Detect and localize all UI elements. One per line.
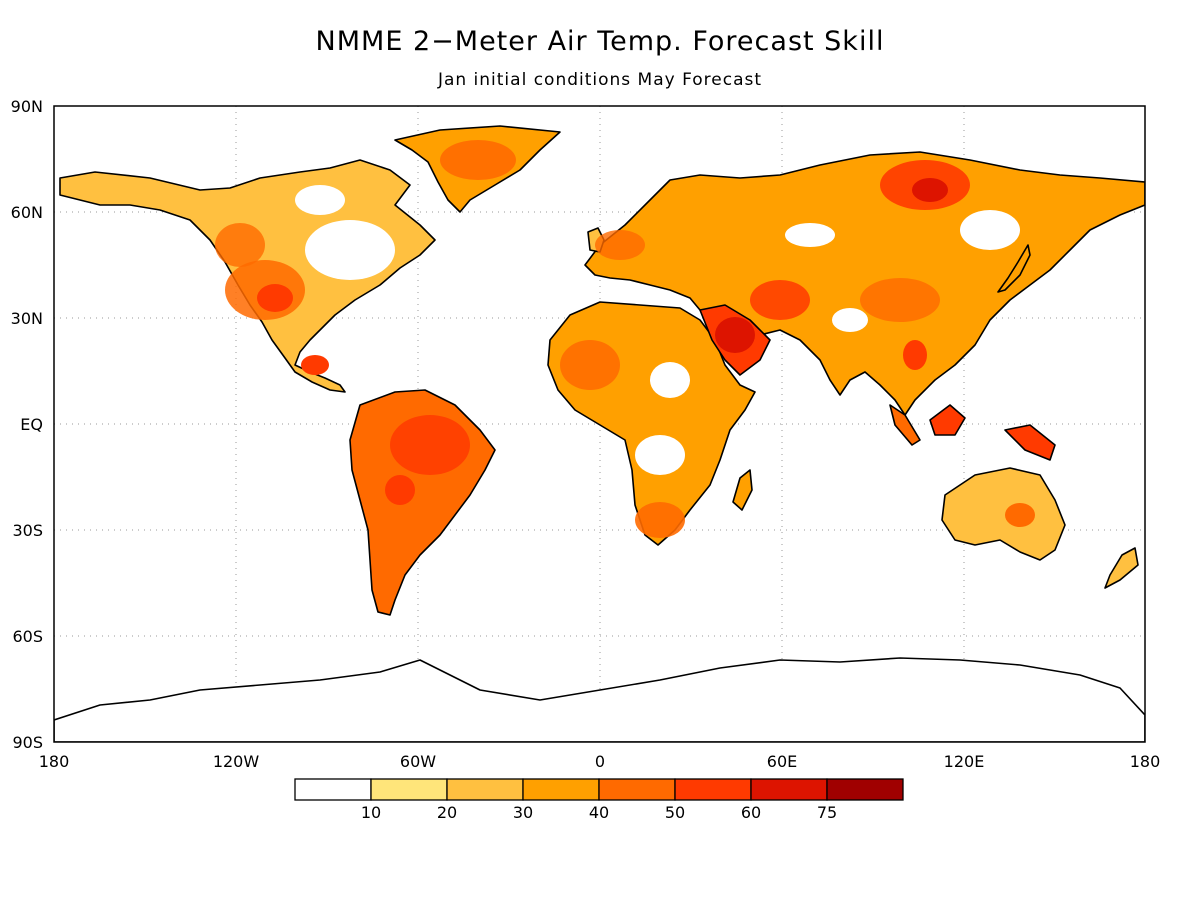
lon-label: 120W bbox=[213, 752, 260, 771]
lon-label: 180 bbox=[39, 752, 70, 771]
lat-label: EQ bbox=[20, 415, 43, 434]
legend-swatch bbox=[598, 778, 676, 801]
legend-label: 30 bbox=[513, 803, 533, 822]
borneo bbox=[929, 404, 966, 436]
legend-label: 40 bbox=[589, 803, 609, 822]
madagascar bbox=[732, 469, 753, 511]
color-legend: 10 20 30 40 50 60 75 bbox=[294, 778, 904, 822]
legend-label: 50 bbox=[665, 803, 685, 822]
legend-swatch bbox=[294, 778, 372, 801]
latitude-labels: 90N 60N 30N EQ 30S 60S 90S bbox=[11, 97, 43, 752]
lon-label: 0 bbox=[595, 752, 605, 771]
lat-label: 90N bbox=[11, 97, 43, 116]
legend-label: 75 bbox=[817, 803, 837, 822]
lat-label: 90S bbox=[12, 733, 43, 752]
antarctica bbox=[54, 657, 1145, 742]
map-title: NMME 2−Meter Air Temp. Forecast Skill bbox=[315, 26, 885, 57]
lat-label: 60S bbox=[12, 627, 43, 646]
skill-hotspots bbox=[215, 140, 1035, 594]
new-zealand bbox=[1104, 547, 1139, 589]
lon-label: 120E bbox=[944, 752, 985, 771]
legend-swatch bbox=[674, 778, 752, 801]
legend-swatch bbox=[750, 778, 828, 801]
lat-label: 30N bbox=[11, 309, 43, 328]
legend-label: 60 bbox=[741, 803, 761, 822]
lon-label: 180 bbox=[1130, 752, 1161, 771]
lon-label: 60W bbox=[400, 752, 436, 771]
lon-label: 60E bbox=[767, 752, 797, 771]
legend-swatch bbox=[370, 778, 448, 801]
new-guinea bbox=[1004, 424, 1056, 461]
australia bbox=[941, 467, 1066, 561]
legend-label: 10 bbox=[361, 803, 381, 822]
legend-swatch bbox=[522, 778, 600, 801]
low-skill-areas bbox=[295, 185, 1020, 475]
map-subtitle: Jan initial conditions May Forecast bbox=[437, 70, 763, 90]
legend-swatch bbox=[446, 778, 524, 801]
japan bbox=[997, 244, 1031, 293]
lat-label: 30S bbox=[12, 521, 43, 540]
sumatra bbox=[889, 404, 921, 446]
legend-label: 20 bbox=[437, 803, 457, 822]
legend-swatch bbox=[826, 778, 904, 801]
longitude-labels: 180 120W 60W 0 60E 120E 180 bbox=[39, 752, 1161, 771]
map-frame bbox=[53, 105, 1146, 743]
lat-label: 60N bbox=[11, 203, 43, 222]
